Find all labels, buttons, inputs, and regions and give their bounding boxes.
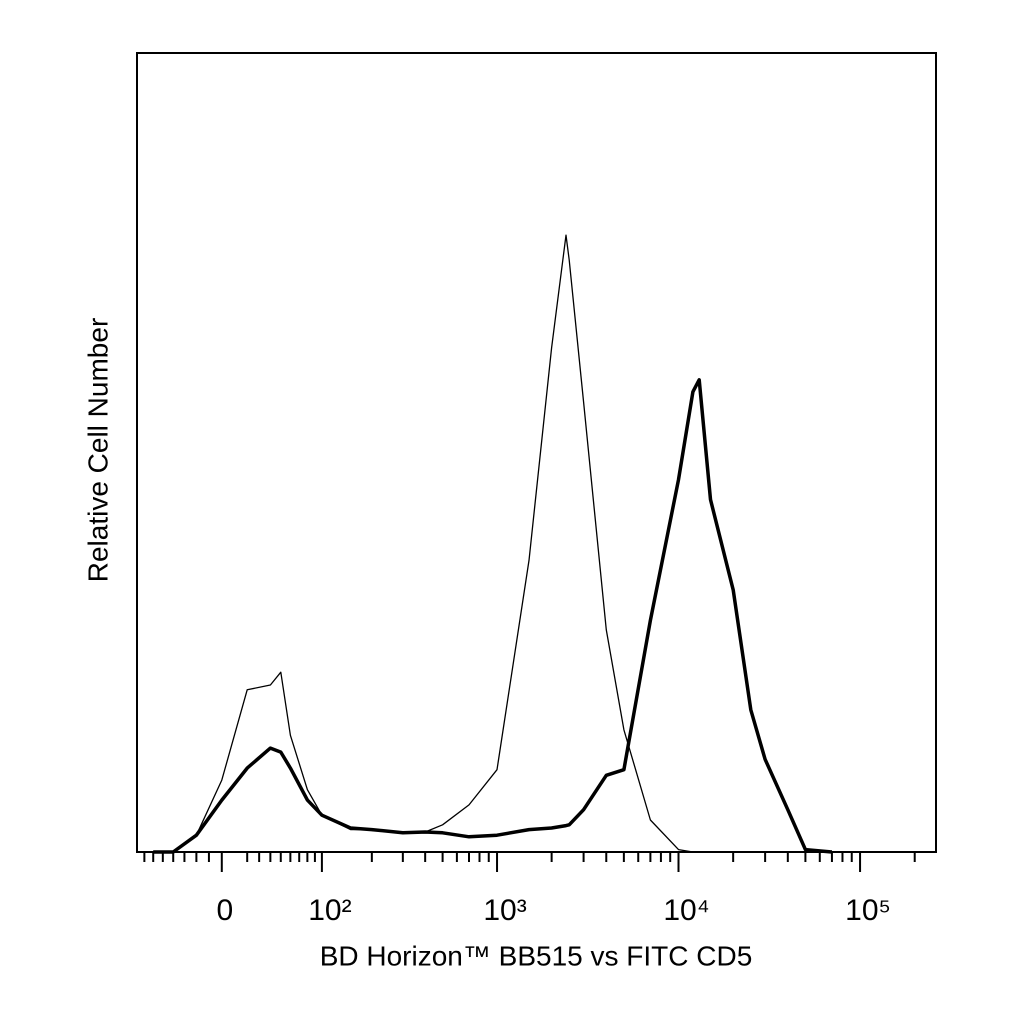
histogram-line (153, 234, 832, 853)
x-axis-label: BD Horizon™ BB515 vs FITC CD5 (320, 940, 753, 971)
x-tick-label: 10³ (483, 894, 526, 927)
plot-frame (136, 52, 937, 853)
x-tick-label: 0 (216, 894, 233, 927)
x-tick-label: 10⁴ (663, 894, 709, 927)
x-tick-label: 10² (308, 894, 351, 927)
y-axis-label: Relative Cell Number (82, 318, 113, 583)
x-tick-label: 10⁵ (845, 894, 891, 927)
histogram-line (153, 378, 833, 854)
